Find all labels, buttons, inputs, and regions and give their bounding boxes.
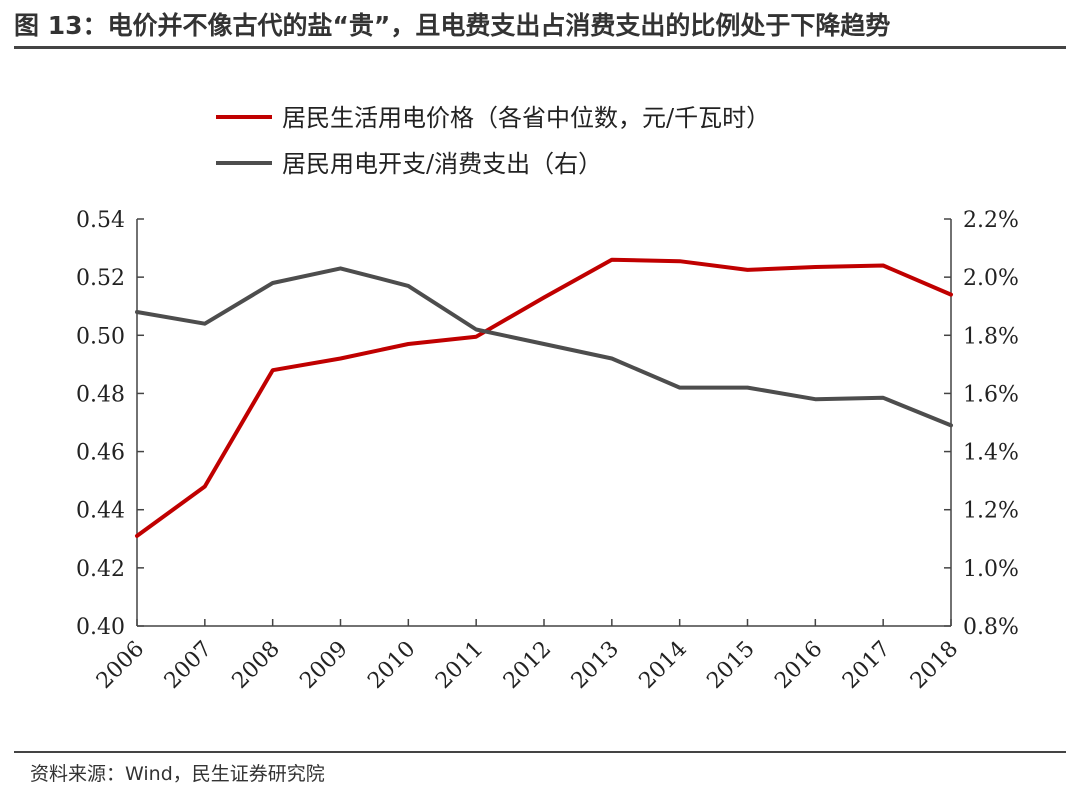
left-tick-label: 0.48 — [76, 382, 125, 407]
x-tick-label: 2008 — [228, 637, 285, 694]
x-tick-label: 2016 — [770, 637, 827, 694]
tick-labels: 0.40 0.42 0.44 0.46 0.48 0.50 0.52 0.54 0.8% 1.0%… — [76, 208, 1019, 694]
x-tick-label: 2010 — [363, 637, 420, 694]
right-tick-label: 1.6% — [963, 382, 1019, 407]
x-tick-label: 2013 — [567, 637, 624, 694]
x-tick-label: 2009 — [295, 637, 352, 694]
legend-label-ratio: 居民用电开支/消费支出（右） — [282, 150, 602, 178]
top-rule — [14, 46, 1066, 49]
left-tick-label: 0.52 — [76, 266, 125, 291]
right-tick-label: 1.2% — [963, 499, 1019, 524]
axes — [136, 218, 952, 627]
x-tick-label: 2017 — [838, 637, 895, 694]
right-tick-label: 1.0% — [963, 557, 1019, 582]
legend-label-price: 居民生活用电价格（各省中位数，元/千瓦时） — [282, 104, 770, 132]
x-tick-label: 2012 — [499, 637, 556, 694]
left-tick-label: 0.46 — [76, 441, 125, 466]
right-tick-label: 1.8% — [963, 324, 1019, 349]
right-tick-label: 0.8% — [963, 615, 1019, 640]
x-tick-label: 2018 — [906, 637, 963, 694]
series-lines — [135, 257, 953, 538]
left-tick-label: 0.42 — [76, 557, 125, 582]
series-line-0 — [135, 257, 953, 538]
figure-title: 图 13：电价并不像古代的盐“贵”，且电费支出占消费支出的比例处于下降趋势 — [14, 11, 891, 40]
source-note: 资料来源：Wind，民生证券研究院 — [30, 763, 325, 785]
bottom-rule — [14, 751, 1066, 753]
left-tick-label: 0.54 — [76, 208, 125, 233]
x-tick-label: 2006 — [92, 637, 149, 694]
legend: 居民生活用电价格（各省中位数，元/千瓦时） 居民用电开支/消费支出（右） — [216, 104, 770, 178]
left-tick-label: 0.44 — [76, 499, 125, 524]
right-tick-label: 2.2% — [963, 208, 1019, 233]
x-tick-label: 2014 — [635, 637, 692, 694]
x-tick-label: 2007 — [160, 637, 217, 694]
left-tick-label: 0.50 — [76, 324, 125, 349]
left-tick-label: 0.40 — [76, 615, 125, 640]
right-tick-label: 1.4% — [963, 441, 1019, 466]
x-tick-label: 2015 — [702, 637, 759, 694]
right-tick-label: 2.0% — [963, 266, 1019, 291]
series-line-1 — [135, 266, 953, 428]
x-tick-label: 2011 — [431, 637, 488, 694]
